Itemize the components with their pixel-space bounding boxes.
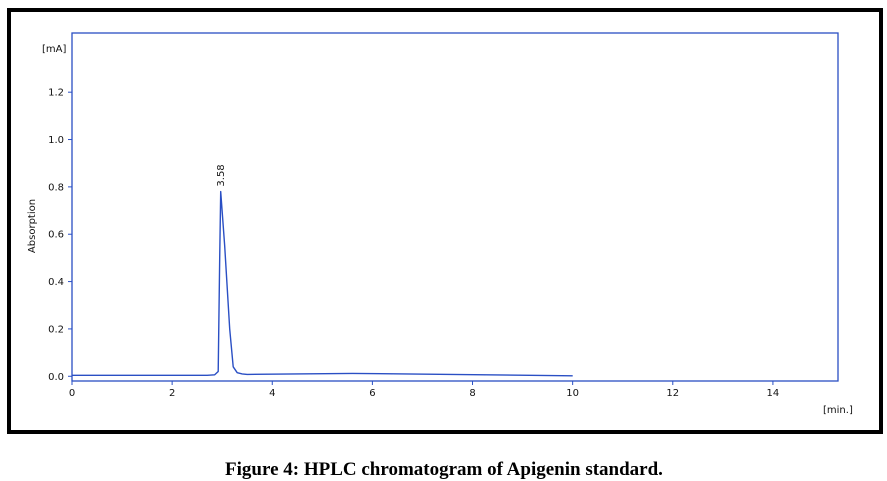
x-tick-label: 14: [767, 388, 780, 399]
plot-area: [71, 32, 839, 382]
x-unit-label: [min.]: [823, 405, 853, 416]
y-tick-label: 0.8: [48, 182, 64, 193]
chromatogram-trace: [72, 190, 573, 377]
y-tick-label: 0.2: [48, 324, 64, 335]
x-tick-label: 8: [469, 388, 475, 399]
x-tick-label: 0: [69, 388, 75, 399]
y-tick-label: 0.0: [48, 372, 64, 383]
peak-label: 3.58: [216, 164, 227, 186]
figure-caption: Figure 4: HPLC chromatogram of Apigenin …: [225, 459, 663, 480]
x-tick-label: 2: [169, 388, 175, 399]
x-tick-label: 4: [269, 388, 275, 399]
chromatogram-chart: 0.0 0.2 0.4 0.6 0.8 1.0 1.2 0 2 4 6 8 10 12 14 [mA] […: [27, 32, 853, 416]
figure-frame: 0.0 0.2 0.4 0.6 0.8 1.0 1.2 0 2 4 6 8 10 12 14 [mA] […: [7, 8, 883, 480]
y-axis-title: Absorption: [27, 199, 38, 253]
x-tick-label: 12: [666, 388, 679, 399]
y-tick-label: 0.6: [48, 230, 64, 241]
y-tick-label: 1.2: [48, 88, 64, 99]
y-tick-label: 1.0: [48, 135, 64, 146]
x-tick-label: 6: [369, 388, 375, 399]
y-tick-label: 0.4: [48, 277, 64, 288]
x-tick-label: 10: [566, 388, 579, 399]
y-unit-label: [mA]: [42, 44, 66, 55]
